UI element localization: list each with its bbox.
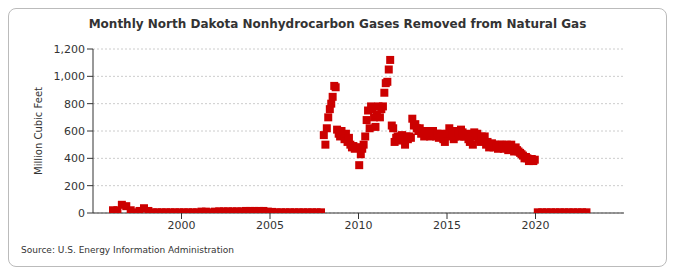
svg-text:0: 0 xyxy=(78,207,85,220)
svg-text:200: 200 xyxy=(64,180,85,193)
svg-text:2000: 2000 xyxy=(168,219,196,232)
svg-text:2015: 2015 xyxy=(433,219,461,232)
svg-text:2005: 2005 xyxy=(256,219,284,232)
svg-text:800: 800 xyxy=(64,98,85,111)
html-text:Source: U.S. Energy Informatio: Source: U.S. Energy Information Administ… xyxy=(21,245,234,255)
svg-text:400: 400 xyxy=(64,152,85,165)
svg-text:Million Cubic Feet: Million Cubic Feet xyxy=(33,87,44,175)
svg-text:600: 600 xyxy=(64,125,85,138)
svg-text:2010: 2010 xyxy=(345,219,373,232)
html-text:Monthly North Dakota Nonhydroc: Monthly North Dakota Nonhydrocarbon Gase… xyxy=(88,17,587,31)
svg-text:1,000: 1,000 xyxy=(54,70,86,83)
svg-text:2020: 2020 xyxy=(522,219,550,232)
svg-text:1,200: 1,200 xyxy=(54,43,86,56)
